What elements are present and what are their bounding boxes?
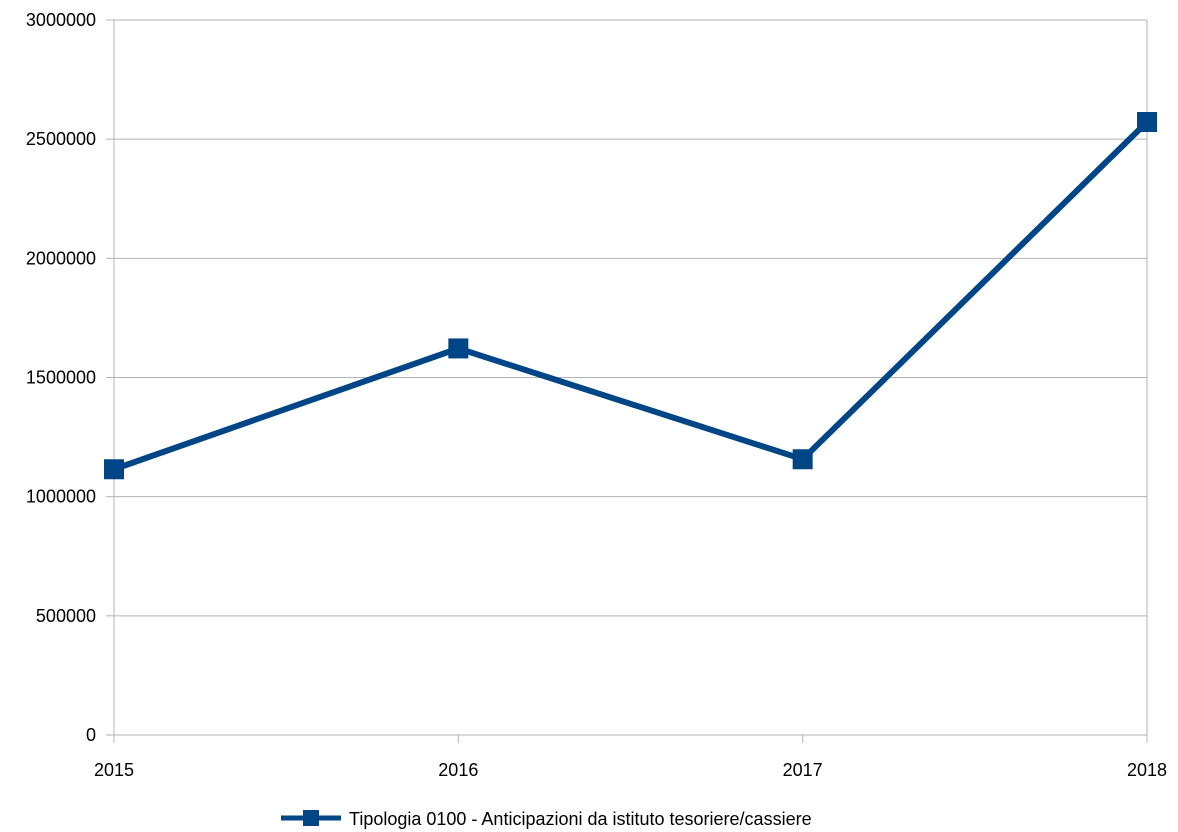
y-tick-label: 3000000	[26, 10, 96, 30]
y-tick-label: 1000000	[26, 487, 96, 507]
series-line	[113, 119, 1150, 473]
legend-marker-swatch	[303, 810, 319, 826]
data-point-marker	[1137, 112, 1157, 133]
data-point-marker	[448, 338, 469, 359]
data-point-marker	[792, 449, 813, 470]
data-point-marker	[104, 459, 124, 480]
x-tick-label: 2015	[94, 760, 134, 780]
x-tick-label: 2018	[1127, 760, 1167, 780]
legend: Tipologia 0100 - Anticipazioni da istitu…	[281, 809, 812, 829]
x-tick-label: 2017	[783, 760, 823, 780]
y-tick-label: 0	[86, 725, 96, 745]
series-group	[104, 112, 1157, 480]
axes	[106, 19, 1148, 743]
y-tick-label: 2500000	[26, 129, 96, 149]
x-tick-label: 2016	[438, 760, 478, 780]
legend-label: Tipologia 0100 - Anticipazioni da istitu…	[349, 809, 812, 829]
x-axis-tick-labels: 2015 2016 2017 2018	[94, 760, 1167, 780]
gridlines	[114, 19, 1147, 617]
y-tick-label: 500000	[36, 606, 96, 626]
y-tick-label: 2000000	[26, 248, 96, 268]
y-axis-tick-labels: 0 500000 1000000 1500000 2000000 2500000 30000…	[26, 10, 96, 745]
y-tick-label: 1500000	[26, 368, 96, 388]
